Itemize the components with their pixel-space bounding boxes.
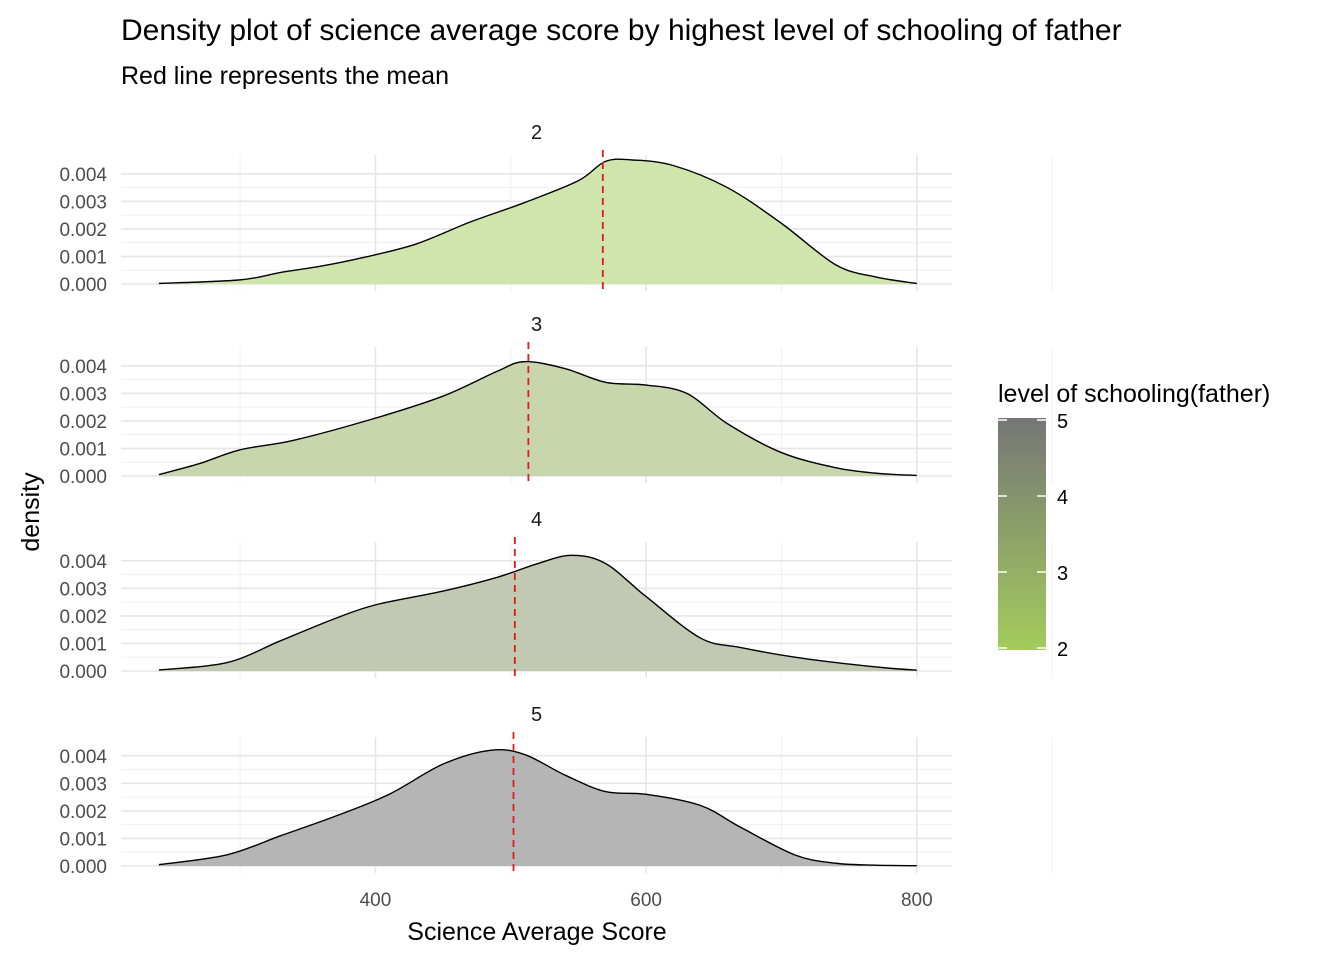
legend-title: level of schooling(father)	[998, 380, 1270, 408]
facet-panel-5: 5 0.000 0.001 0.002 0.003 0.004	[59, 704, 1053, 878]
density-area-4	[158, 555, 917, 671]
legend-label: 5	[1057, 411, 1068, 433]
y-tick-label: 0.002	[59, 220, 107, 241]
y-tick-label: 0.002	[59, 802, 107, 823]
chart-subtitle: Red line represents the mean	[121, 62, 449, 90]
y-tick-label: 0.003	[59, 192, 107, 213]
density-line-3	[158, 360, 917, 477]
facet-panel-4: 4 0.000 0.001 0.002 0.003 0.004	[59, 509, 1053, 683]
y-tick-label: 0.004	[59, 165, 107, 186]
y-tick-label: 0.004	[59, 552, 107, 573]
y-tick-label: 0.002	[59, 412, 107, 433]
facet-strip-label: 2	[531, 122, 542, 144]
facet-strip-label: 3	[531, 314, 542, 336]
legend-label: 2	[1057, 639, 1068, 661]
y-tick-label: 0.001	[59, 829, 107, 850]
y-tick-label: 0.003	[59, 384, 107, 405]
y-tick-label: 0.002	[59, 607, 107, 628]
y-tick-label: 0.001	[59, 247, 107, 268]
facet-strip-label: 4	[531, 509, 542, 531]
legend-colorbar	[998, 418, 1046, 650]
legend: level of schooling(father) 2 3 4 5	[998, 380, 1270, 661]
chart-title: Density plot of science average score by…	[121, 14, 1122, 47]
density-line-2	[158, 158, 917, 285]
facet-panel-3: 3 0.000 0.001 0.002 0.003 0.004	[59, 314, 1053, 488]
density-line-4	[158, 554, 917, 671]
density-area-3	[158, 361, 917, 476]
y-tick-label: 0.003	[59, 579, 107, 600]
x-tick-label: 600	[630, 890, 662, 911]
y-tick-label: 0.000	[59, 662, 107, 683]
y-tick-label: 0.003	[59, 774, 107, 795]
facet-strip-label: 5	[531, 704, 542, 726]
legend-label: 3	[1057, 563, 1068, 585]
x-axis: 400 600 800	[360, 890, 933, 911]
y-tick-label: 0.000	[59, 275, 107, 296]
x-tick-label: 400	[360, 890, 392, 911]
y-tick-label: 0.001	[59, 439, 107, 460]
y-axis-title: density	[17, 472, 45, 552]
y-tick-label: 0.004	[59, 357, 107, 378]
density-line-5	[158, 748, 917, 867]
y-tick-label: 0.000	[59, 857, 107, 878]
facet-panels: 2 0.000 0.001 0.002 0.003 0.004 3 0.000 0.001 0.0…	[59, 122, 1053, 878]
density-area-2	[158, 159, 917, 284]
density-area-5	[158, 749, 917, 866]
y-tick-label: 0.004	[59, 747, 107, 768]
y-tick-label: 0.000	[59, 467, 107, 488]
facet-panel-2: 2 0.000 0.001 0.002 0.003 0.004	[59, 122, 1053, 296]
y-tick-label: 0.001	[59, 634, 107, 655]
x-axis-title: Science Average Score	[407, 918, 666, 946]
x-tick-label: 800	[901, 890, 933, 911]
legend-label: 4	[1057, 487, 1068, 509]
